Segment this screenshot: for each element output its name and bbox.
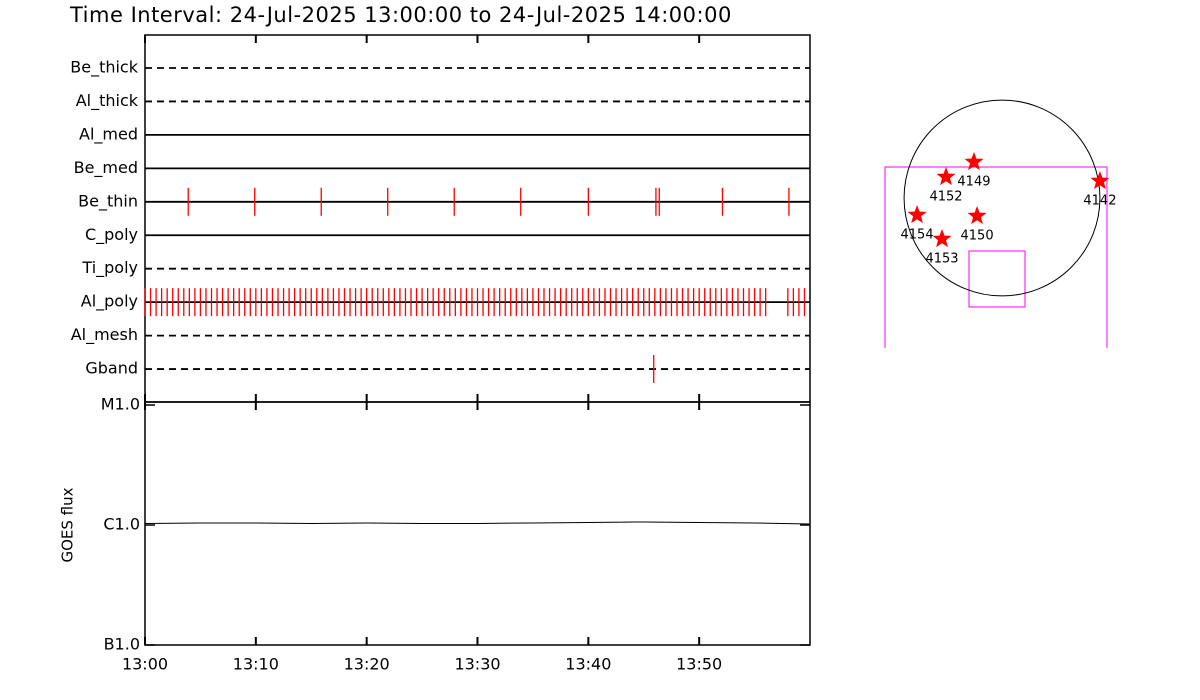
region-marker [967, 206, 987, 225]
x-tick-label: 13:00 [122, 655, 168, 674]
region-marker [1090, 171, 1110, 190]
region-label: 4149 [957, 175, 990, 190]
y-tick-label: C1.0 [103, 515, 140, 534]
y-tick-label: B1.0 [104, 635, 140, 654]
row-label: Be_thick [70, 58, 138, 78]
row-label: Al_mesh [71, 325, 138, 345]
x-tick-label: 13:10 [233, 655, 279, 674]
y-axis-label: GOES flux [59, 487, 77, 562]
y-tick-label: M1.0 [101, 395, 140, 414]
row-label: Al_thick [76, 91, 139, 111]
row-label: C_poly [85, 225, 138, 245]
title: Time Interval: 24-Jul-2025 13:00:00 to 2… [69, 3, 732, 27]
row-label: Ti_poly [81, 258, 138, 278]
region-marker [936, 167, 956, 186]
x-tick-label: 13:30 [454, 655, 500, 674]
region-label: 4152 [929, 189, 962, 204]
region-label: 4154 [901, 228, 934, 243]
fov-box [884, 166, 1108, 348]
row-label: Al_med [79, 124, 138, 144]
row-label: Gband [85, 359, 138, 378]
region-label: 4153 [925, 252, 958, 267]
region-label: 4142 [1083, 193, 1116, 208]
solar-disk [903, 99, 1101, 297]
x-tick-label: 13:50 [676, 655, 722, 674]
region-label: 4150 [961, 229, 994, 244]
row-label: Be_thin [78, 191, 138, 211]
goes-curve [144, 521, 811, 525]
region-marker [907, 205, 927, 224]
fov-box-small [968, 250, 1026, 308]
row-label: Be_med [74, 158, 138, 178]
row-label: Al_poly [81, 292, 138, 312]
x-tick-label: 13:20 [344, 655, 390, 674]
timeline-frame [144, 34, 811, 403]
region-marker [932, 229, 952, 248]
x-tick-label: 13:40 [565, 655, 611, 674]
region-marker [964, 152, 984, 171]
